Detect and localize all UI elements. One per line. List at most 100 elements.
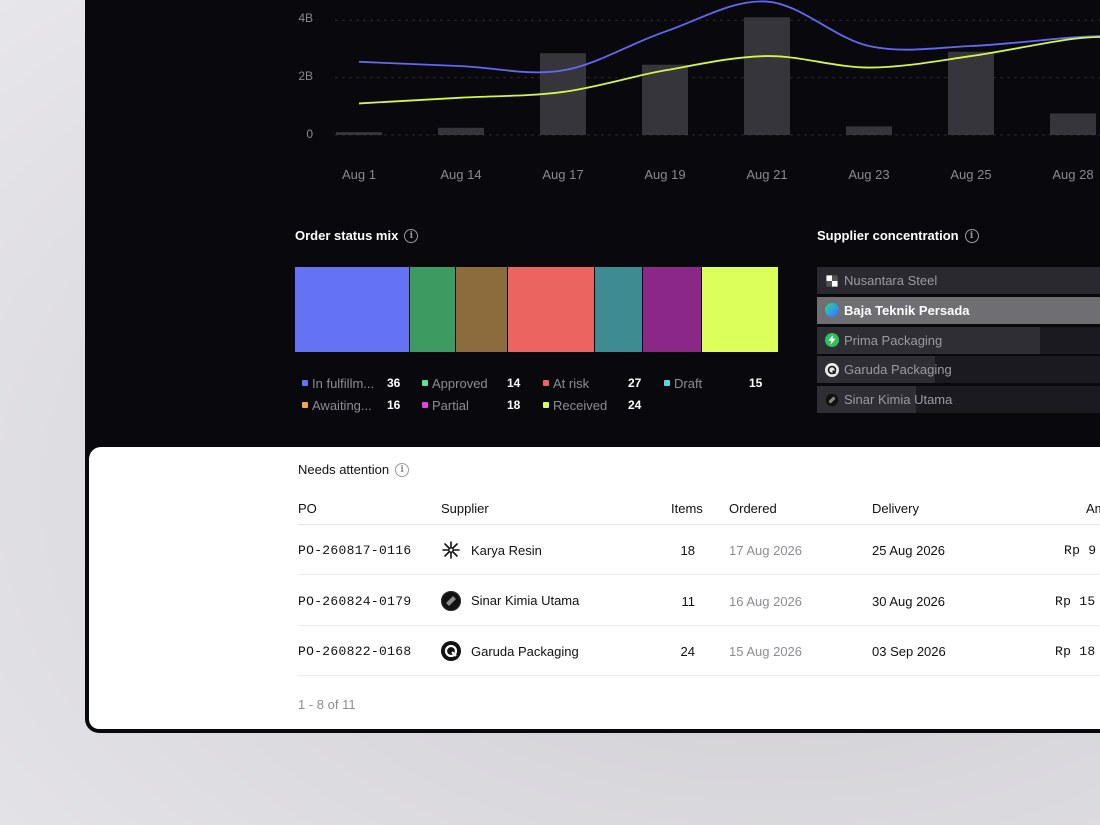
x-tick-label: Aug 17 — [542, 167, 584, 182]
chart-bar[interactable] — [1050, 113, 1096, 135]
supplier-name: Garuda Packaging — [844, 362, 952, 378]
supplier-name: Sinar Kimia Utama — [471, 593, 580, 608]
x-tick-label: Aug 28 — [1052, 167, 1094, 182]
supplier-name: Baja Teknik Persada — [844, 302, 970, 318]
spend-chart — [335, 0, 1100, 136]
x-tick-label: Aug 19 — [644, 167, 686, 182]
legend-label: Draft — [674, 375, 703, 391]
legend-count: 16 — [387, 398, 401, 412]
order-status-title: Order status mix i — [295, 228, 419, 243]
sphere-icon — [441, 590, 461, 611]
column-header-delivery[interactable]: Delivery — [872, 501, 919, 516]
needs-attention-title: Needs attention i — [298, 462, 410, 477]
sphere-icon — [825, 392, 839, 407]
bolt-icon — [825, 333, 839, 348]
status-segment[interactable] — [507, 267, 594, 352]
legend-label: Approved — [432, 375, 488, 391]
legend-label: At risk — [553, 375, 590, 391]
column-header-ordered[interactable]: Ordered — [729, 501, 777, 516]
x-tick-label: Aug 23 — [848, 167, 890, 182]
supplier-row[interactable]: Baja Teknik Persada — [817, 296, 1100, 324]
y-tick-label: 2B — [298, 69, 313, 83]
supplier-cell: Sinar Kimia Utama — [441, 590, 580, 611]
delivery-date: 25 Aug 2026 — [872, 543, 946, 558]
legend-count: 15 — [749, 376, 763, 390]
x-tick-label: Aug 21 — [746, 167, 788, 182]
po-number[interactable]: PO-260822-0168 — [298, 644, 412, 659]
status-segment[interactable] — [701, 267, 778, 352]
status-segment[interactable] — [594, 267, 643, 352]
legend-item[interactable]: Awaiting... 16 — [302, 397, 422, 413]
chart-bar[interactable] — [846, 126, 892, 135]
q-icon — [825, 362, 839, 377]
table-row[interactable]: PO-260822-0168 Garuda Packaging 24 15 Aug 2… — [298, 626, 1100, 676]
ordered-date: 15 Aug 2026 — [729, 644, 803, 659]
blocks-icon — [825, 274, 839, 288]
legend-swatch — [664, 380, 670, 386]
legend-item[interactable]: Partial 18 — [422, 398, 543, 413]
legend-swatch — [422, 402, 428, 408]
legend-count: 18 — [507, 398, 521, 412]
status-segment[interactable] — [456, 267, 507, 352]
info-icon[interactable]: i — [404, 228, 419, 243]
legend-item[interactable]: At risk 27 — [543, 375, 664, 391]
supplier-name: Karya Resin — [471, 542, 542, 558]
supplier-row[interactable]: Prima Packaging — [817, 326, 1100, 354]
legend-label: In fulfillm... — [312, 375, 375, 391]
po-number[interactable]: PO-260817-0116 — [298, 543, 412, 558]
legend-swatch — [543, 402, 549, 408]
legend-label: Received — [553, 397, 608, 413]
gradient-circle-icon — [825, 303, 839, 318]
amount: Rp 15 — [1055, 593, 1096, 609]
x-tick-label: Aug 25 — [950, 167, 992, 182]
delivery-date: 03 Sep 2026 — [872, 644, 946, 659]
y-tick-label: 0 — [306, 127, 313, 141]
order-status-bar — [295, 267, 778, 352]
pagination-label: 1 - 8 of 11 — [298, 697, 356, 712]
supplier-concentration-list: Nusantara Steel Baja Teknik Persada Prima … — [817, 267, 1100, 416]
supplier-name: Sinar Kimia Utama — [844, 392, 953, 408]
supplier-name: Nusantara Steel — [844, 273, 938, 288]
legend-count: 14 — [507, 376, 521, 390]
legend-swatch — [543, 380, 549, 386]
status-segment[interactable] — [643, 267, 701, 352]
table-header-divider — [298, 524, 1100, 525]
status-segment[interactable] — [295, 267, 410, 352]
supplier-cell: Garuda Packaging — [441, 641, 579, 661]
ordered-date: 17 Aug 2026 — [729, 543, 803, 558]
chart-bar[interactable] — [642, 64, 688, 135]
x-tick-label: Aug 1 — [342, 167, 376, 182]
info-icon[interactable]: i — [395, 462, 410, 477]
supplier-share-bar — [817, 296, 1100, 324]
supplier-row[interactable]: Sinar Kimia Utama — [817, 386, 1100, 414]
legend-item[interactable]: In fulfillm... 36 — [302, 375, 422, 391]
order-status-legend: In fulfillm... 36 Approved 14 At risk 27 Draft… — [302, 375, 772, 413]
info-icon[interactable]: i — [964, 228, 979, 243]
chart-bar[interactable] — [948, 51, 994, 135]
supplier-name: Prima Packaging — [844, 332, 943, 348]
legend-count: 24 — [628, 398, 642, 412]
supplier-row[interactable]: Garuda Packaging — [817, 356, 1100, 384]
column-header-po[interactable]: PO — [298, 501, 317, 516]
legend-swatch — [302, 380, 308, 386]
delivery-date: 30 Aug 2026 — [872, 593, 946, 609]
legend-item[interactable]: Approved 14 — [422, 375, 543, 391]
status-segment[interactable] — [410, 267, 455, 352]
supplier-row[interactable]: Nusantara Steel — [817, 267, 1100, 294]
supplier-cell: Karya Resin — [441, 540, 542, 560]
chart-bar[interactable] — [336, 132, 382, 135]
table-row[interactable]: PO-260817-0116 Karya Resin 18 17 Aug 2026 25… — [298, 525, 1100, 575]
po-number[interactable]: PO-260824-0179 — [298, 593, 412, 609]
y-tick-label: 4B — [298, 11, 313, 25]
column-header-items[interactable]: Items — [671, 501, 703, 516]
table-row[interactable]: PO-260824-0179 Sinar Kimia Utama 11 16 Aug … — [298, 576, 1100, 626]
column-header-amount[interactable]: Am — [1086, 501, 1100, 516]
legend-item[interactable]: Draft 15 — [664, 375, 772, 391]
chart-bar[interactable] — [438, 127, 484, 135]
column-header-supplier[interactable]: Supplier — [441, 501, 489, 516]
supplier-name: Garuda Packaging — [471, 643, 579, 659]
supplier-concentration-title: Supplier concentration i — [817, 228, 979, 243]
chart-bar[interactable] — [744, 17, 790, 135]
legend-label: Awaiting... — [312, 397, 372, 413]
legend-item[interactable]: Received 24 — [543, 397, 664, 413]
